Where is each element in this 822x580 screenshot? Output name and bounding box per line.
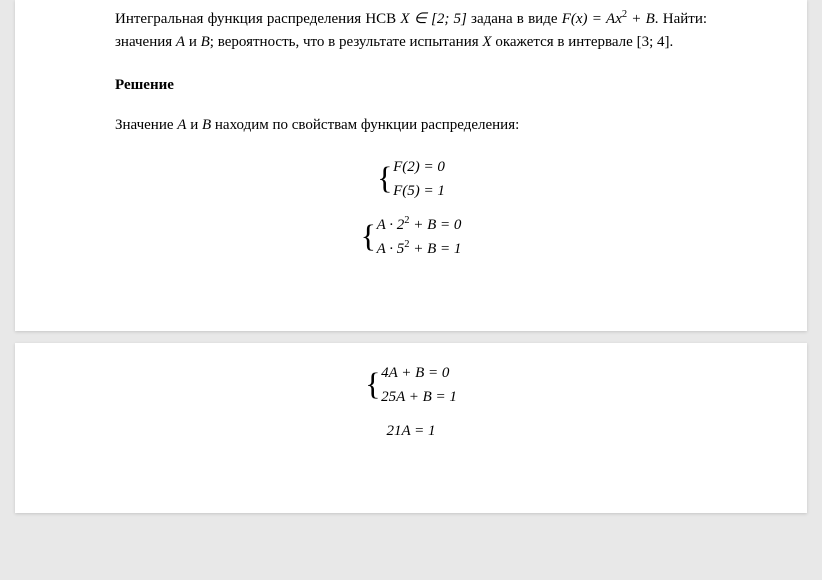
sys3-eq2: 25A + B = 1 — [381, 385, 457, 409]
sys2-eq2: A · 52 + B = 1 — [377, 237, 462, 261]
solution-header: Решение — [115, 77, 707, 94]
solution-intro-1: Значение — [115, 117, 177, 133]
problem-text-5: окажется в интервале [3; 4]. — [495, 34, 673, 50]
brace-system-3: 4A + B = 0 25A + B = 1 — [365, 361, 457, 409]
document-page-2: 4A + B = 0 25A + B = 1 21A = 1 — [15, 343, 807, 513]
equation-system-2: A · 22 + B = 0 A · 52 + B = 1 — [115, 213, 707, 261]
equation-system-1: F(2) = 0 F(5) = 1 — [115, 155, 707, 203]
problem-text-2: задана в виде — [467, 11, 562, 27]
problem-text-4: ; вероятность, что в результате испытани… — [210, 34, 483, 50]
problem-var-b: B — [201, 34, 210, 50]
equation-result: 21A = 1 — [115, 419, 707, 443]
sys2-eq2-b: + B = 1 — [409, 241, 461, 257]
result-eq: 21A = 1 — [386, 423, 435, 439]
brace-system-1: F(2) = 0 F(5) = 1 — [377, 155, 445, 203]
problem-var-x: X — [482, 34, 491, 50]
problem-math-fx: F(x) = — [562, 11, 602, 27]
solution-intro: Значение A и B находим по свойствам функ… — [115, 114, 707, 137]
sys1-eq1: F(2) = 0 — [393, 155, 445, 179]
problem-text-1: Интегральная функция распределения НСВ — [115, 11, 400, 27]
sys2-eq2-a: A · 5 — [377, 241, 405, 257]
brace-system-2: A · 22 + B = 0 A · 52 + B = 1 — [361, 213, 462, 261]
sys2-eq1-a: A · 2 — [377, 217, 405, 233]
equation-system-3: 4A + B = 0 25A + B = 1 — [115, 361, 707, 409]
document-page-1: Интегральная функция распределения НСВ X… — [15, 0, 807, 331]
solution-intro-and: и — [186, 117, 202, 133]
problem-math-domain: X ∈ [2; 5] — [400, 11, 467, 27]
problem-math-ax: Ax — [606, 11, 622, 27]
sys2-eq1: A · 22 + B = 0 — [377, 213, 462, 237]
sys2-eq1-b: + B = 0 — [409, 217, 461, 233]
solution-intro-2: находим по свойствам функции распределен… — [211, 117, 519, 133]
problem-statement: Интегральная функция распределения НСВ X… — [115, 8, 707, 53]
problem-var-a: A — [176, 34, 185, 50]
sys1-eq2: F(5) = 1 — [393, 179, 445, 203]
problem-math-b: + B — [627, 11, 655, 27]
problem-and: и — [185, 34, 201, 50]
solution-var-b: B — [202, 117, 211, 133]
sys3-eq1: 4A + B = 0 — [381, 361, 457, 385]
